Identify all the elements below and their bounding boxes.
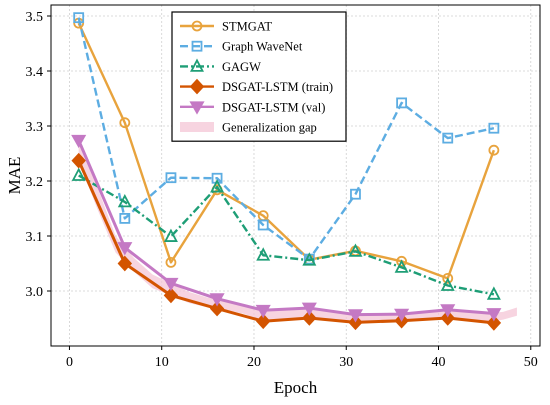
y-tick-label: 3.5 — [26, 10, 44, 25]
data-point-gagw — [256, 247, 271, 261]
data-point-dsgat-lstm-train — [209, 300, 225, 317]
data-point-stmgat — [396, 255, 408, 267]
data-point-stmgat — [119, 117, 131, 129]
legend-box — [171, 11, 347, 142]
data-point-dsgat-lstm-train — [255, 313, 271, 330]
data-point-graph-wavenet — [488, 122, 500, 134]
data-point-graph-wavenet — [350, 188, 361, 200]
y-tick-label: 3.1 — [26, 230, 44, 245]
legend-label: STMGAT — [222, 20, 272, 34]
legend-item-stmgat: STMGAT — [180, 20, 272, 34]
generalization-gap-band — [78, 140, 517, 323]
y-tick-label: 3.0 — [26, 285, 44, 300]
data-point-gagw — [302, 252, 317, 266]
data-point-gagw — [117, 193, 132, 208]
legend: STMGAT Graph WaveNet GAGW DSGAT-LSTM (train… — [171, 11, 347, 142]
data-point-dsgat-lstm-train — [71, 152, 86, 169]
legend-item-generalization-gap: Generalization gap — [180, 121, 317, 135]
legend-marker — [191, 20, 203, 32]
data-point-graph-wavenet — [257, 219, 269, 231]
data-point-dsgat-lstm-val — [440, 304, 456, 318]
data-point-dsgat-lstm-val — [347, 309, 364, 323]
legend-label: Generalization gap — [222, 121, 317, 135]
legend-item-dsgat-lstm-val: DSGAT-LSTM (val) — [180, 100, 325, 115]
data-point-graph-wavenet — [165, 172, 177, 184]
data-point-graph-wavenet — [442, 132, 454, 144]
y-tick-label: 3.2 — [26, 175, 44, 190]
data-point-gagw — [71, 167, 86, 181]
generalization-gap-band-layer — [78, 140, 517, 323]
data-point-stmgat — [488, 144, 500, 156]
series-line-stmgat — [77, 22, 495, 280]
data-point-gagw — [394, 259, 409, 273]
x-axis-label: Epoch — [274, 378, 318, 397]
data-point-gagw — [486, 286, 501, 300]
legend-marker — [190, 58, 204, 72]
data-point-gagw — [440, 277, 455, 291]
legend-item-gagw: GAGW — [180, 58, 261, 74]
y-tick-label: 3.3 — [26, 120, 44, 135]
data-point-stmgat — [442, 272, 454, 284]
series-gagw — [71, 167, 501, 300]
series-layer — [71, 12, 502, 331]
data-point-dsgat-lstm-val — [163, 277, 179, 292]
legend-item-graph-wavenet: Graph WaveNet — [180, 40, 303, 54]
series-line-dsgat-lstm-val — [77, 139, 494, 317]
data-point-dsgat-lstm-train — [117, 255, 133, 272]
data-point-dsgat-lstm-train — [302, 310, 317, 326]
x-tick-label: 0 — [66, 355, 73, 370]
data-point-dsgat-lstm-train — [440, 310, 455, 326]
data-point-dsgat-lstm-val — [486, 308, 502, 322]
y-axis-label: MAE — [5, 157, 24, 195]
data-point-dsgat-lstm-val — [394, 308, 410, 322]
legend-label: DSGAT-LSTM (val) — [222, 100, 325, 114]
legend-marker — [189, 101, 205, 115]
series-line-gagw — [78, 174, 495, 296]
data-point-graph-wavenet — [396, 97, 408, 109]
x-tick-label: 30 — [339, 355, 353, 370]
data-point-dsgat-lstm-val — [71, 134, 87, 149]
legend-marker — [189, 78, 205, 95]
data-point-dsgat-lstm-val — [301, 302, 317, 316]
x-tick-label: 50 — [524, 355, 538, 370]
data-point-dsgat-lstm-train — [486, 315, 502, 331]
legend-swatch — [180, 122, 214, 132]
legend-item-dsgat-lstm-train: DSGAT-LSTM (train) — [180, 78, 333, 95]
data-point-stmgat — [165, 256, 177, 268]
data-point-dsgat-lstm-train — [163, 287, 179, 304]
legend-label: Graph WaveNet — [222, 40, 303, 54]
plot-frame — [50, 4, 541, 347]
legend-label: DSGAT-LSTM (train) — [222, 80, 333, 94]
data-point-dsgat-lstm-val — [209, 293, 225, 307]
data-point-graph-wavenet — [119, 212, 131, 224]
series-dsgat-lstm-val — [71, 134, 502, 323]
data-point-gagw — [348, 243, 363, 257]
data-point-dsgat-lstm-val — [255, 304, 271, 319]
y-tick-label: 3.4 — [26, 65, 44, 80]
data-point-gagw — [210, 179, 225, 193]
legend-marker — [191, 40, 203, 52]
axis-ticks: 0 10 20 30 40 50 3.0 3.1 3.2 3.3 3.4 3.5 — [26, 10, 538, 370]
x-tick-label: 20 — [247, 355, 261, 370]
x-tick-label: 10 — [155, 355, 169, 370]
legend-label: GAGW — [222, 60, 261, 74]
series-line-dsgat-lstm-train — [77, 160, 495, 325]
x-tick-label: 40 — [432, 355, 446, 370]
series-dsgat-lstm-train — [71, 152, 502, 331]
data-point-gagw — [163, 228, 178, 242]
data-point-graph-wavenet — [73, 12, 85, 24]
data-point-dsgat-lstm-val — [117, 242, 133, 256]
